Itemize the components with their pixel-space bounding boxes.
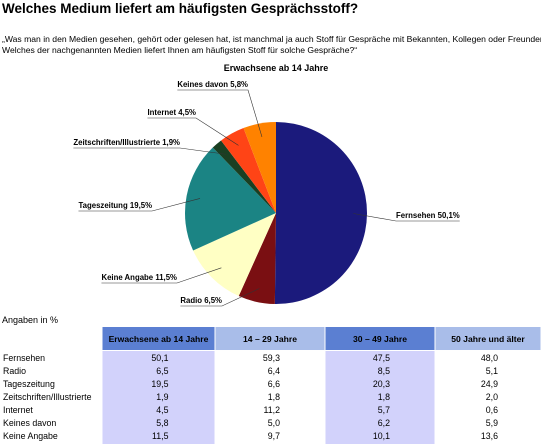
table-cell: 8,5: [378, 366, 390, 376]
table-cell: 5,9: [486, 418, 498, 428]
row-label: Radio: [3, 366, 26, 376]
slice-value: 1,9%: [162, 138, 180, 147]
table-cell: 0,6: [486, 405, 498, 415]
table-cell: 59,3: [263, 353, 280, 363]
pie-slice: [193, 213, 276, 297]
leader-line: [177, 89, 263, 138]
table-cell: 47,5: [373, 353, 390, 363]
slice-name: Zeitschriften/Illustrierte: [73, 138, 160, 147]
row-label: Keines davon: [3, 418, 56, 428]
table-cell: 13,6: [481, 431, 498, 441]
column-header: 14 – 29 Jahre: [243, 334, 297, 344]
table-cell: 20,3: [373, 379, 390, 389]
leader-line: [147, 117, 239, 146]
table-cell: 1,9: [156, 392, 168, 402]
row-label: Tageszeitung: [3, 379, 55, 389]
table-cell: 1,8: [378, 392, 390, 402]
table-cell: 1,8: [268, 392, 280, 402]
slice-value: 5,8%: [230, 80, 248, 89]
table-cell: 4,5: [156, 405, 168, 415]
slice-label: Radio 6,5%: [180, 296, 222, 305]
slice-name: Radio: [180, 296, 202, 305]
table-cell: 5,8: [156, 418, 168, 428]
table-cell: 6,2: [378, 418, 390, 428]
table-cell: 10,1: [373, 431, 390, 441]
leader-line: [180, 288, 260, 307]
pie-slice: [212, 140, 276, 213]
column-header: 30 – 49 Jahre: [353, 334, 407, 344]
pie-slice: [221, 127, 276, 213]
leader-line: [73, 147, 226, 155]
table-cell: 11,5: [152, 431, 169, 441]
slice-value: 11,5%: [155, 273, 177, 282]
leader-line: [78, 198, 201, 212]
pie-slice: [185, 147, 276, 251]
header-cell: [102, 327, 215, 350]
table-cell: 6,5: [156, 366, 168, 376]
slice-label: Fernsehen 50,1%: [396, 211, 460, 220]
chart-title: Erwachsene ab 14 Jahre: [224, 63, 329, 73]
question-line: Welches der nachgenannten Medien liefert…: [2, 45, 357, 55]
pie-slice: [274, 122, 367, 305]
slice-label: Internet 4,5%: [147, 108, 196, 117]
table-cell: 9,7: [268, 431, 280, 441]
slice-value: 6,5%: [204, 296, 222, 305]
slice-value: 50,1%: [438, 211, 460, 220]
column-shade: [102, 351, 215, 444]
slice-value: 4,5%: [178, 108, 196, 117]
table-cell: 5,7: [378, 405, 390, 415]
column-shade: [325, 351, 435, 444]
row-label: Internet: [3, 405, 33, 415]
table-cell: 2,0: [486, 392, 498, 402]
leader-line: [353, 213, 460, 222]
slice-name: Fernsehen: [396, 211, 436, 220]
slice-label: Zeitschriften/Illustrierte 1,9%: [73, 138, 180, 147]
units-note: Angaben in %: [2, 315, 58, 325]
slice-name: Tageszeitung: [78, 201, 127, 210]
table-cell: 5,0: [268, 418, 280, 428]
row-label: Fernsehen: [3, 353, 45, 363]
row-label: Keine Angabe: [3, 431, 58, 441]
pie-slice: [238, 213, 276, 304]
slice-value: 19,5%: [130, 201, 152, 210]
table-cell: 24,9: [481, 379, 498, 389]
header-cell: [435, 327, 541, 350]
pie-slice: [243, 122, 276, 213]
slice-label: Tageszeitung 19,5%: [78, 201, 152, 210]
slice-name: Keine Angabe: [101, 273, 153, 282]
column-header: Erwachsene ab 14 Jahre: [109, 334, 209, 344]
table-cell: 11,2: [264, 405, 281, 415]
table-cell: 6,6: [268, 379, 280, 389]
table-cell: 5,1: [486, 366, 498, 376]
column-header: 50 Jahre und älter: [451, 334, 525, 344]
table-cell: 6,4: [268, 366, 280, 376]
header-cell: [215, 327, 325, 350]
table-cell: 50,1: [151, 353, 168, 363]
table-cell: 19,5: [151, 379, 168, 389]
header-cell: [325, 327, 435, 350]
page-title: Welches Medium liefert am häufigsten Ges…: [2, 1, 358, 16]
slice-label: Keine Angabe 11,5%: [101, 273, 177, 282]
row-label: Zeitschriften/Illustrierte: [3, 392, 92, 402]
slice-label: Keines davon 5,8%: [177, 80, 248, 89]
leader-line: [101, 267, 222, 284]
slice-name: Keines davon: [177, 80, 228, 89]
table-cell: 48,0: [481, 353, 498, 363]
question-line: „Was man in den Medien gesehen, gehört o…: [2, 34, 541, 44]
slice-name: Internet: [147, 108, 176, 117]
